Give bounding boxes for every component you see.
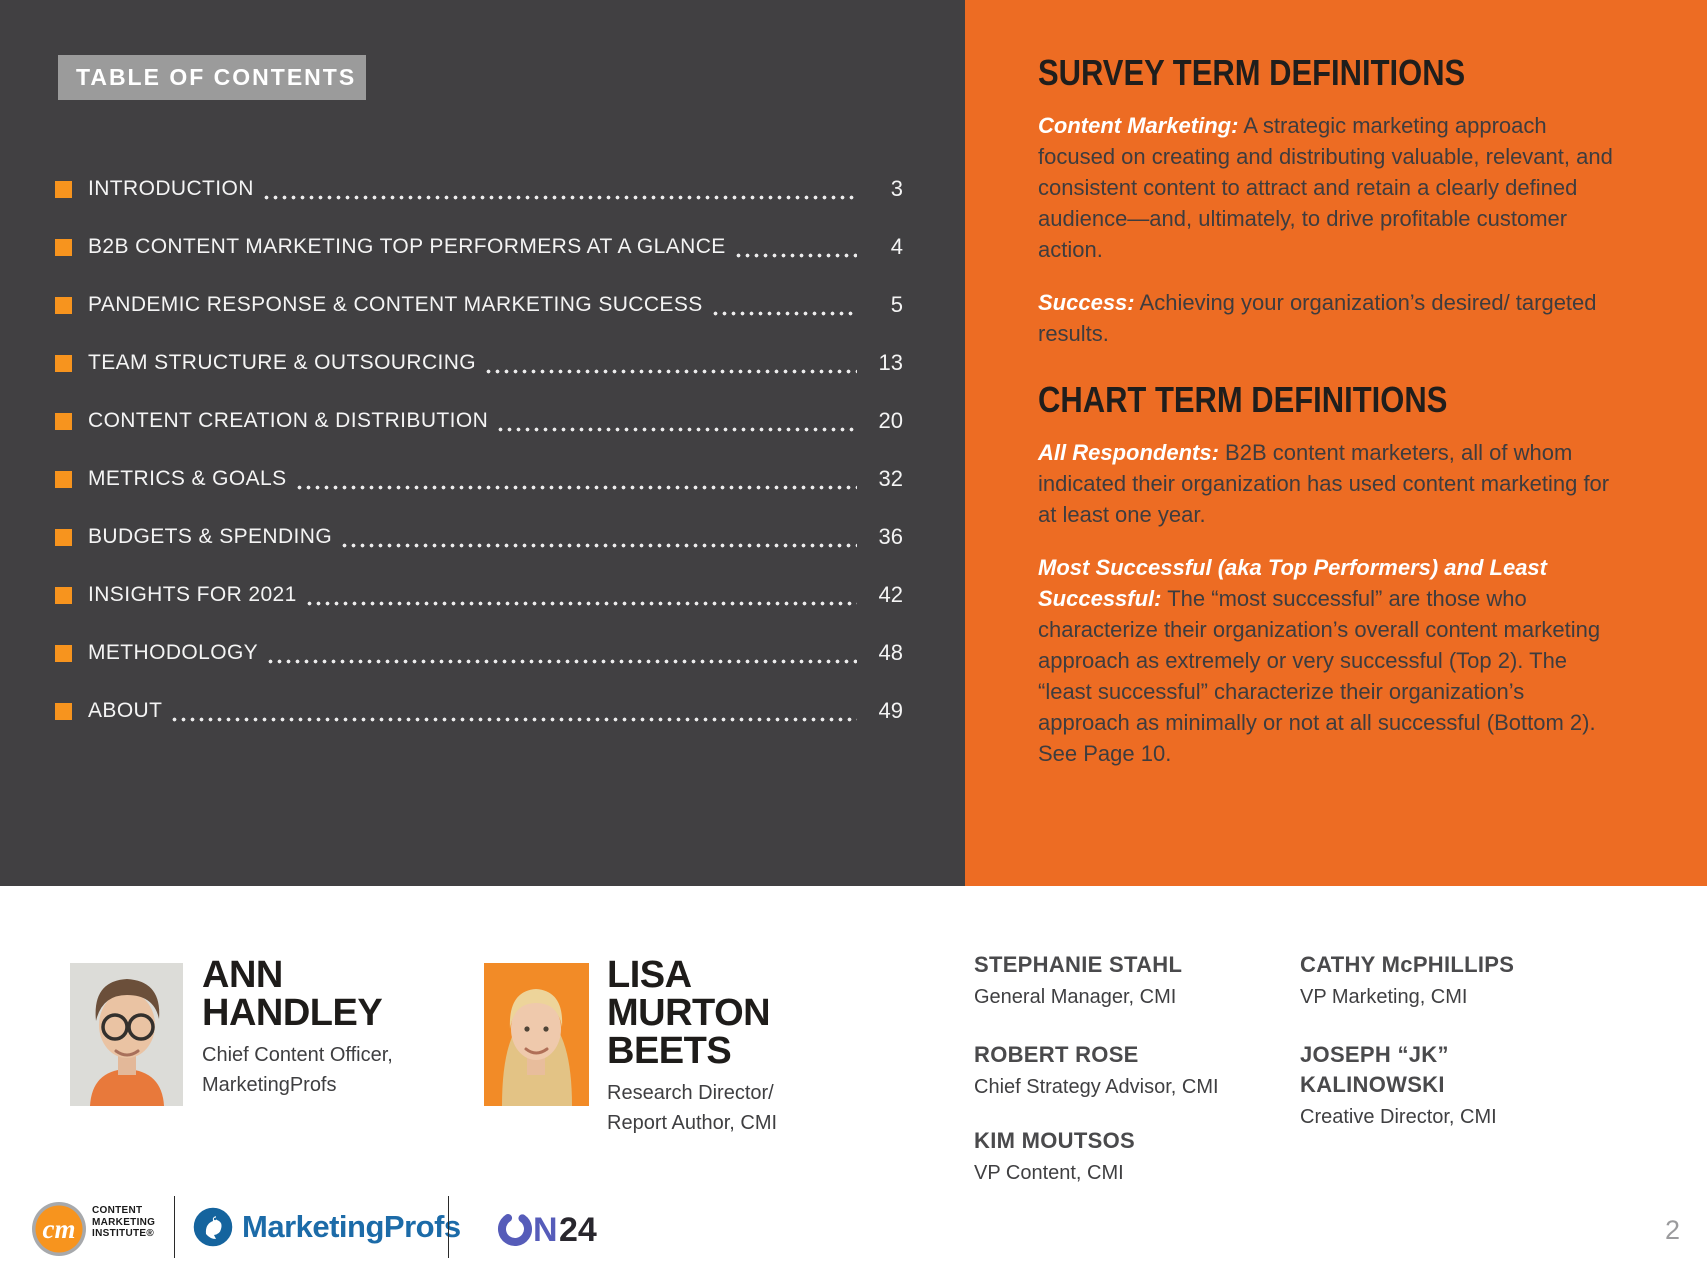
toc-item-insights-2021[interactable]: INSIGHTS FOR 2021 42 bbox=[55, 566, 903, 624]
toc-item-budgets-spending[interactable]: BUDGETS & SPENDING 36 bbox=[55, 508, 903, 566]
dot-leader bbox=[710, 294, 857, 316]
author-ann-handley: ANN HANDLEY Chief Content Officer, Marke… bbox=[202, 956, 393, 1100]
author-name-line: HANDLEY bbox=[202, 992, 383, 1034]
marketingprofs-rooster-icon bbox=[192, 1206, 234, 1248]
dot-leader bbox=[261, 178, 857, 200]
footer-divider bbox=[448, 1196, 449, 1258]
bullet-square-icon bbox=[55, 528, 72, 546]
toc-item-content-creation[interactable]: CONTENT CREATION & DISTRIBUTION 20 bbox=[55, 392, 903, 450]
survey-term-definitions-heading: SURVEY TERM DEFINITIONS bbox=[1038, 52, 1466, 93]
author-name-line: ANN bbox=[202, 954, 283, 996]
author-role-line: MarketingProfs bbox=[202, 1074, 337, 1096]
bullet-square-icon bbox=[55, 702, 72, 720]
toc-item-about[interactable]: ABOUT 49 bbox=[55, 682, 903, 740]
definitions-column: SURVEY TERM DEFINITIONS Content Marketin… bbox=[1038, 52, 1618, 791]
dot-leader bbox=[484, 352, 857, 374]
author-role-line: Research Director/ bbox=[607, 1082, 774, 1104]
toc-item-methodology[interactable]: METHODOLOGY 48 bbox=[55, 624, 903, 682]
chart-term-definitions-heading: CHART TERM DEFINITIONS bbox=[1038, 379, 1448, 420]
marketingprofs-logo[interactable]: MarketingProfs bbox=[192, 1205, 461, 1249]
page-number: 2 bbox=[1664, 1215, 1680, 1245]
toc-list: INTRODUCTION 3 B2B CONTENT MARKETING TOP… bbox=[55, 160, 903, 740]
cmi-logo[interactable]: cm bbox=[31, 1200, 87, 1263]
author-role-line: Chief Content Officer, bbox=[202, 1044, 393, 1066]
toc-item-metrics-goals[interactable]: METRICS & GOALS 32 bbox=[55, 450, 903, 508]
dot-leader bbox=[733, 236, 857, 258]
bullet-square-icon bbox=[55, 644, 72, 662]
cmi-logo-text: CONTENT MARKETING INSTITUTE® bbox=[92, 1205, 156, 1239]
contributor-cathy-mcphillips: CATHY McPHILLIPS VP Marketing, CMI bbox=[1300, 952, 1515, 1008]
contributor-joseph-kalinowski: JOSEPH “JK” KALINOWSKI Creative Director… bbox=[1300, 1042, 1497, 1128]
bullet-square-icon bbox=[55, 296, 72, 314]
author-name-line: BEETS bbox=[607, 1030, 732, 1072]
bullet-square-icon bbox=[55, 180, 72, 198]
definition-content-marketing: Content Marketing: A strategic marketing… bbox=[1038, 113, 1613, 262]
dot-leader bbox=[304, 584, 857, 606]
author-role-line: Report Author, CMI bbox=[607, 1112, 778, 1134]
footer-divider bbox=[174, 1196, 175, 1258]
definitions-panel bbox=[965, 0, 1707, 886]
contributor-stephanie-stahl: STEPHANIE STAHL General Manager, CMI bbox=[974, 952, 1183, 1008]
on24-logo[interactable]: N 24 bbox=[497, 1206, 607, 1255]
bullet-square-icon bbox=[55, 470, 72, 488]
bullet-square-icon bbox=[55, 586, 72, 604]
definition-most-least-successful: Most Successful (aka Top Performers) and… bbox=[1038, 555, 1601, 766]
toc-item-introduction[interactable]: INTRODUCTION 3 bbox=[55, 160, 903, 218]
toc-item-top-performers[interactable]: B2B CONTENT MARKETING TOP PERFORMERS AT … bbox=[55, 218, 903, 276]
author-photo-lisa-murton-beets bbox=[484, 963, 589, 1106]
definition-success: Success: Achieving your organization’s d… bbox=[1038, 290, 1597, 346]
author-photo-ann-handley bbox=[70, 963, 183, 1106]
toc-panel bbox=[0, 0, 965, 886]
author-name-line: LISA bbox=[607, 954, 692, 996]
dot-leader bbox=[496, 410, 857, 432]
toc-item-team-structure[interactable]: TEAM STRUCTURE & OUTSOURCING 13 bbox=[55, 334, 903, 392]
bullet-square-icon bbox=[55, 354, 72, 372]
dot-leader bbox=[266, 642, 857, 664]
marketingprofs-wordmark: MarketingProfs bbox=[242, 1209, 461, 1244]
author-name-line: MURTON bbox=[607, 992, 771, 1034]
toc-item-pandemic-response[interactable]: PANDEMIC RESPONSE & CONTENT MARKETING SU… bbox=[55, 276, 903, 334]
svg-text:cm: cm bbox=[43, 1214, 76, 1244]
bullet-square-icon bbox=[55, 238, 72, 256]
on24-24: 24 bbox=[559, 1211, 597, 1249]
contributor-kim-moutsos: KIM MOUTSOS VP Content, CMI bbox=[974, 1128, 1135, 1184]
dot-leader bbox=[170, 700, 857, 722]
dot-leader bbox=[294, 468, 857, 490]
bullet-square-icon bbox=[55, 412, 72, 430]
definition-all-respondents: All Respondents: B2B content marketers, … bbox=[1038, 440, 1610, 527]
contributor-robert-rose: ROBERT ROSE Chief Strategy Advisor, CMI bbox=[974, 1042, 1219, 1098]
toc-title: TABLE OF CONTENTS bbox=[58, 55, 366, 100]
dot-leader bbox=[340, 526, 857, 548]
author-lisa-murton-beets: LISA MURTON BEETS Research Director/ Rep… bbox=[607, 956, 777, 1138]
on24-n: N bbox=[533, 1211, 558, 1249]
